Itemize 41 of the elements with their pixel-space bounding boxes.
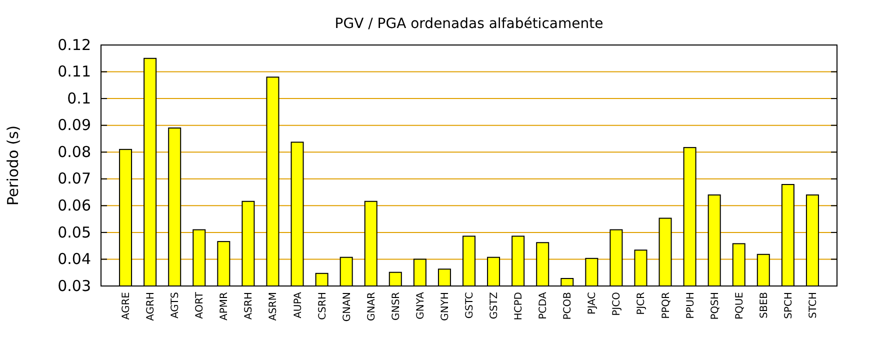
x-tick-label: GSTC [464, 292, 476, 319]
x-tick-label: APMR [219, 292, 230, 320]
x-tick-label: PCOB [562, 292, 574, 320]
x-tick-label: PPUH [685, 292, 696, 319]
x-tick-label: SPCH [783, 292, 794, 319]
y-tick-label: 0.07 [58, 170, 91, 188]
y-tick-label: 0.05 [58, 223, 91, 242]
x-tick-label: PQSH [710, 292, 721, 320]
y-tick-label: 0.09 [58, 116, 91, 134]
x-tick-label: PPQR [660, 292, 672, 319]
x-tick-label: AGRE [121, 292, 132, 320]
x-tick-label: AGTS [170, 292, 182, 319]
x-tick-label: AORT [194, 291, 206, 319]
x-tick-label: ASRM [268, 292, 280, 321]
y-tick-label: 0.11 [58, 62, 91, 81]
x-tick-label: GNYH [440, 292, 451, 321]
x-tick-label: PJCO [612, 292, 623, 316]
y-axis-title: Periodo (s) [4, 125, 22, 206]
x-tick-label: STCH [808, 292, 819, 318]
y-tick-label: 0.12 [58, 36, 91, 54]
y-tick-label: 0.04 [58, 250, 91, 268]
y-tick-label: 0.03 [58, 276, 91, 295]
x-tick-label: GSTZ [489, 292, 500, 320]
x-tick-label: GNSR [390, 292, 402, 321]
x-tick-label: HCPD [514, 292, 525, 320]
x-tick-label: PCDA [538, 292, 550, 320]
chart-title: PGV / PGA ordenadas alfabéticamente [334, 16, 604, 32]
y-tick-label: 0.06 [58, 196, 91, 214]
x-tick-label: GNAN [342, 292, 353, 322]
x-tick-label: ASRH [244, 292, 255, 320]
y-tick-label: 0.1 [67, 89, 91, 108]
x-tick-label: AGRH [146, 292, 157, 321]
y-tick-label: 0.08 [58, 142, 91, 161]
x-tick-label: PJAC [587, 292, 598, 314]
x-tick-label: SBEB [758, 292, 770, 318]
x-tick-label: AUPA [292, 292, 304, 318]
x-tick-label: CSRH [317, 292, 328, 320]
x-tick-label: GNAR [366, 292, 378, 322]
x-tick-label: PQUE [734, 292, 746, 320]
x-tick-label: PJCR [636, 292, 648, 315]
x-tick-label: GNYA [415, 292, 426, 320]
